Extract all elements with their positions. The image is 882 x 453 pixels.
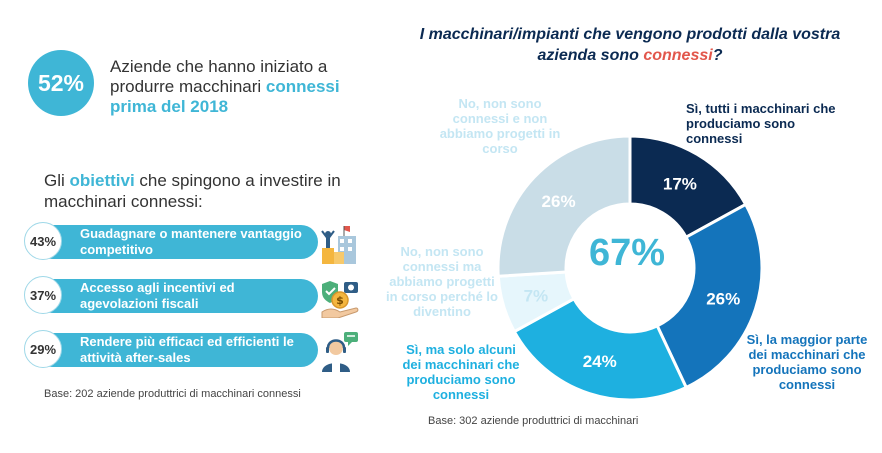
donut-value-label-3: 24% xyxy=(583,352,617,371)
donut-chart: 17% 26% 24% 7% 26% xyxy=(496,134,764,402)
goals-title: Gli obiettivi che spingono a investire i… xyxy=(44,170,344,212)
goal-percent: 29% xyxy=(24,330,62,368)
goal-item-3: 29% Rendere più efficaci ed efficienti l… xyxy=(24,330,358,372)
goals-title-text-end: che spingono a investire in macchinari c… xyxy=(44,171,341,211)
goal-item-2: 37% Accesso agli incentivi ed agevolazio… xyxy=(24,276,359,318)
goal-percent: 37% xyxy=(24,276,62,314)
support-agent-icon xyxy=(322,332,358,372)
donut-center-value: 67% xyxy=(588,232,666,274)
donut-slice-2 xyxy=(655,202,764,390)
intro-highlight: connessi prima del 2018 xyxy=(110,77,340,116)
donut-slice-5 xyxy=(496,134,632,278)
intro-text: Aziende che hanno iniziato a produrre ma… xyxy=(110,57,328,96)
podium-icon xyxy=(321,226,356,264)
chart-title-end: ? xyxy=(712,47,723,64)
goal-percent: 43% xyxy=(24,222,62,260)
chart-title: I macchinari/impianti che vengono prodot… xyxy=(400,24,860,66)
goal-bar xyxy=(36,279,318,313)
slice-label-1: Sì, tutti i macchinari che produciamo so… xyxy=(686,101,836,146)
goal-bar xyxy=(36,333,318,367)
highlight-badge: 52% xyxy=(28,50,94,116)
donut-value-label-2: 26% xyxy=(706,289,740,308)
slice-label-4: No, non sono connessi ma abbiamo progett… xyxy=(386,244,498,319)
base-note-left: Base: 202 aziende produttrici di macchin… xyxy=(44,388,301,400)
goals-title-highlight: obiettivi xyxy=(69,171,135,190)
chart-title-text: I macchinari/impianti che vengono prodot… xyxy=(419,26,841,64)
donut-slice-3 xyxy=(512,296,689,402)
goal-bar xyxy=(36,225,318,259)
goal-item-1: 43% Guadagnare o mantenere vantaggio com… xyxy=(24,222,356,264)
incentive-money-icon: $ xyxy=(321,281,359,318)
donut-value-label-5: 26% xyxy=(542,192,576,211)
donut-value-label-4: 7% xyxy=(524,286,549,305)
slice-label-2: Sì, la maggior parte dei macchinari che … xyxy=(746,332,868,392)
chart-title-highlight: connessi xyxy=(643,47,713,64)
donut-value-label-1: 17% xyxy=(663,175,697,194)
intro-statement: Aziende che hanno iniziato a produrre ma… xyxy=(110,57,380,117)
slice-label-5: No, non sono connessi e non abbiamo prog… xyxy=(439,96,561,156)
svg-text:$: $ xyxy=(336,294,344,307)
goal-label: Guadagnare o mantenere vantaggio competi… xyxy=(80,226,302,257)
goal-label: Accesso agli incentivi ed agevolazioni f… xyxy=(80,280,235,311)
goal-label: Rendere più efficaci ed efficienti le at… xyxy=(80,334,294,365)
goals-title-text: Gli xyxy=(44,171,70,190)
base-note-right: Base: 302 aziende produttrici di macchin… xyxy=(428,415,639,427)
slice-label-3: Sì, ma solo alcuni dei macchinari che pr… xyxy=(402,342,520,402)
